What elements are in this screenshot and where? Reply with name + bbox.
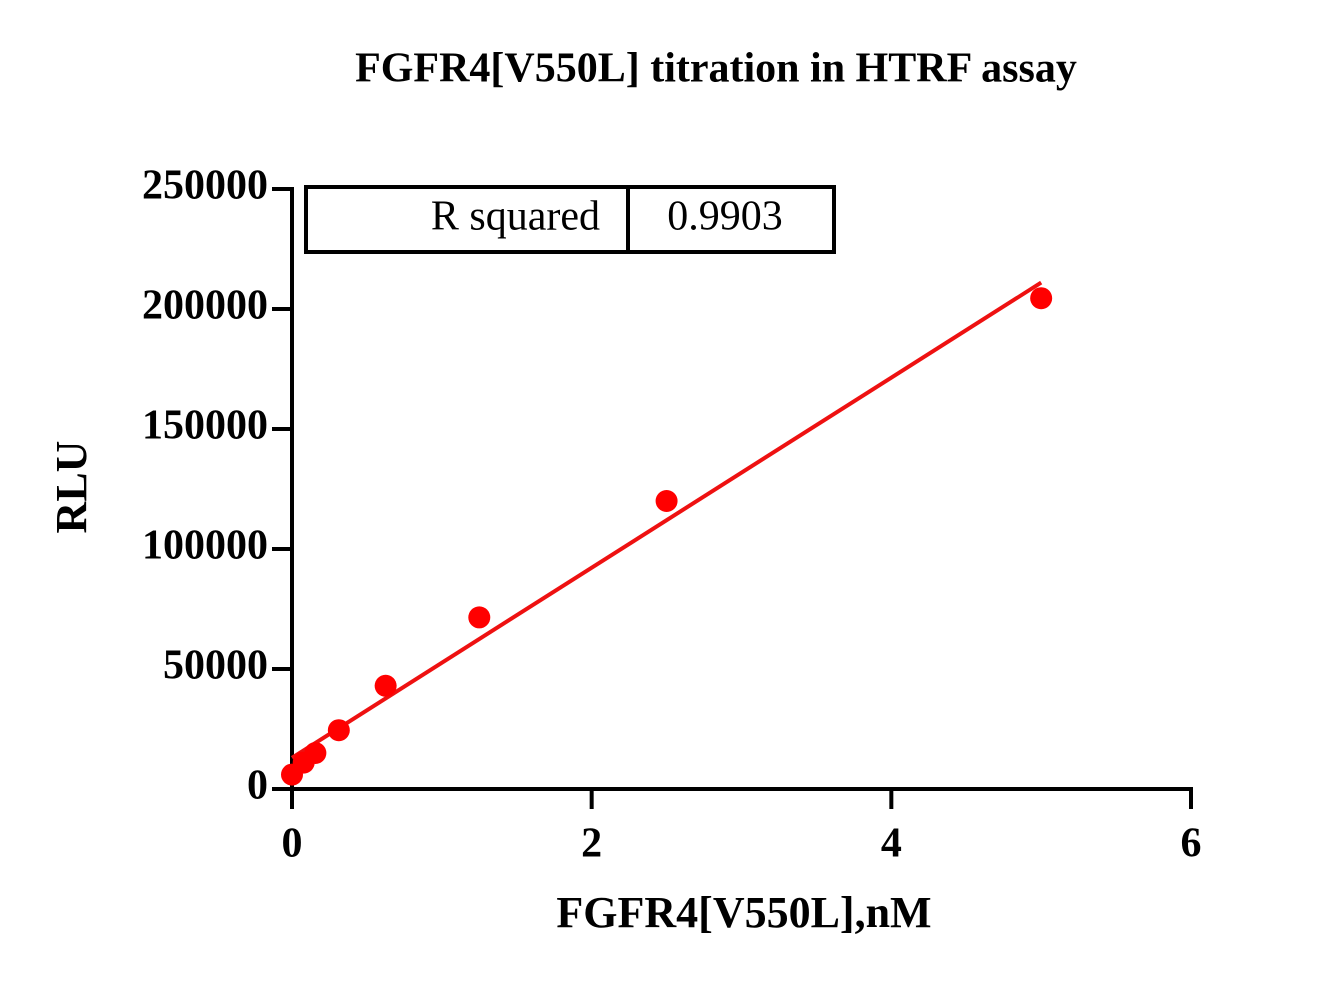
x-tick-label: 0 — [282, 821, 303, 867]
point — [304, 742, 327, 764]
point — [327, 719, 350, 742]
y-axis-label: RLU — [47, 441, 96, 534]
point — [374, 674, 397, 697]
point — [655, 490, 678, 512]
chart-title: FGFR4[V550L] titration in HTRF assay — [355, 46, 1077, 92]
x-tick-label: 4 — [881, 821, 902, 867]
x-tick-label: 6 — [1181, 821, 1202, 867]
fit-line — [290, 280, 1043, 760]
y-tick-label: 50000 — [163, 643, 268, 689]
y-tick-label: 150000 — [142, 403, 268, 449]
stats-label: R squared — [431, 194, 600, 240]
y-tick-label: 250000 — [142, 163, 268, 209]
stats-box — [304, 185, 836, 254]
point — [1030, 287, 1053, 310]
y-tick-label: 0 — [247, 763, 268, 809]
x-axis-label: FGFR4[V550L],nM — [556, 888, 931, 937]
stats-value: 0.9903 — [667, 194, 783, 240]
x-tick-label: 2 — [581, 821, 602, 867]
y-tick-label: 100000 — [142, 523, 268, 569]
point — [468, 606, 491, 629]
y-tick-label: 200000 — [142, 283, 268, 329]
